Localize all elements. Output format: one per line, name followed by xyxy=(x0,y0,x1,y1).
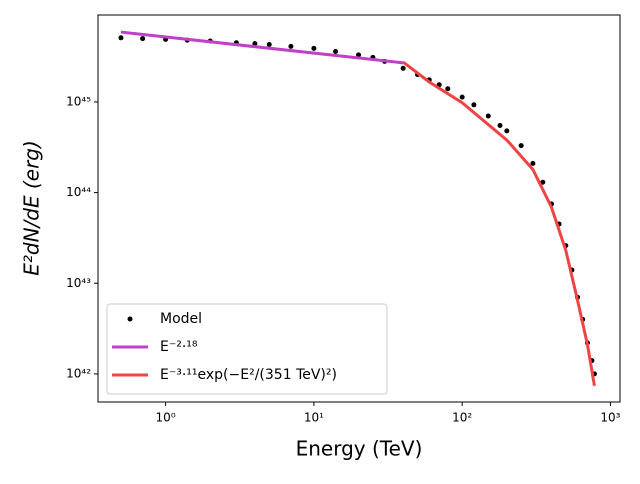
y-tick-label: 10⁴⁵ xyxy=(66,94,91,108)
data-point xyxy=(459,94,465,100)
data-point xyxy=(530,160,536,166)
data-point xyxy=(540,179,546,185)
legend-label: E⁻²·¹⁸ xyxy=(160,339,198,355)
legend-box xyxy=(106,303,388,395)
legend-marker xyxy=(127,316,133,322)
data-point xyxy=(471,102,477,108)
data-point xyxy=(118,35,124,41)
y-tick-label: 10⁴⁴ xyxy=(66,185,91,199)
x-axis-label: Energy (TeV) xyxy=(296,437,423,461)
data-point xyxy=(333,49,339,55)
x-tick-label: 10³ xyxy=(600,411,620,425)
data-point xyxy=(356,52,362,58)
plot-frame xyxy=(97,14,621,403)
series-line xyxy=(402,60,596,387)
y-tick-label: 10⁴³ xyxy=(66,276,91,290)
data-point xyxy=(288,43,294,49)
data-point xyxy=(504,128,510,134)
legend-label: E⁻³·¹¹exp(−E²/(351 TeV)²) xyxy=(160,367,337,383)
data-point xyxy=(252,41,258,47)
data-point xyxy=(445,86,451,92)
x-tick-label: 10⁰ xyxy=(156,411,176,425)
y-axis-label: E²dN/dE (erg) xyxy=(20,140,44,276)
x-tick-label: 10¹ xyxy=(304,411,324,425)
data-point xyxy=(140,36,146,42)
legend-label: Model xyxy=(160,311,202,327)
data-point xyxy=(266,42,272,48)
series-line xyxy=(120,30,404,65)
data-point xyxy=(497,122,503,128)
data-point xyxy=(311,45,317,51)
data-point xyxy=(400,65,406,71)
x-tick-label: 10² xyxy=(452,411,472,425)
data-point xyxy=(485,113,491,119)
data-point xyxy=(518,143,524,149)
y-tick-label: 10⁴² xyxy=(66,366,91,380)
